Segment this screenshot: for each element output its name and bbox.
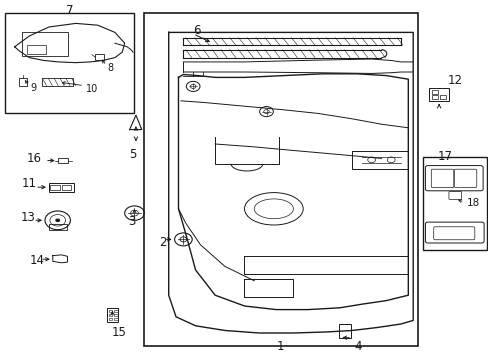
Text: 15: 15 <box>111 327 126 339</box>
Text: 10: 10 <box>85 84 98 94</box>
Bar <box>339 324 350 338</box>
Bar <box>114 318 118 320</box>
Bar <box>58 158 68 163</box>
Bar <box>431 90 437 94</box>
Bar <box>49 224 66 230</box>
Bar <box>114 310 118 312</box>
Bar <box>50 185 60 190</box>
Bar <box>5 13 134 113</box>
Text: 13: 13 <box>20 211 35 224</box>
Text: 14: 14 <box>29 255 44 267</box>
Text: 12: 12 <box>447 75 462 87</box>
Text: 17: 17 <box>437 150 452 163</box>
Bar <box>49 183 74 192</box>
Text: 1: 1 <box>276 340 283 353</box>
Text: 18: 18 <box>466 198 479 208</box>
Circle shape <box>55 219 60 222</box>
Bar <box>422 157 486 250</box>
Bar <box>108 314 112 316</box>
Bar <box>41 78 73 86</box>
Bar <box>428 88 448 101</box>
Text: 2: 2 <box>159 237 166 249</box>
Bar <box>431 95 437 99</box>
Text: 16: 16 <box>27 152 42 165</box>
Bar <box>106 308 118 322</box>
Text: 6: 6 <box>193 24 200 37</box>
Text: 4: 4 <box>354 340 361 353</box>
Bar <box>114 314 118 316</box>
Bar <box>95 54 104 60</box>
Bar <box>61 185 71 190</box>
Bar <box>108 310 112 312</box>
Text: 8: 8 <box>107 63 114 73</box>
Text: 7: 7 <box>66 4 73 17</box>
Text: 5: 5 <box>129 148 137 161</box>
Text: 11: 11 <box>22 177 37 190</box>
Bar <box>144 13 417 346</box>
Text: 9: 9 <box>30 83 37 93</box>
Text: 3: 3 <box>128 215 136 228</box>
Bar <box>439 95 445 99</box>
Bar <box>108 318 112 320</box>
Bar <box>22 32 68 56</box>
Bar <box>27 45 46 54</box>
Bar <box>19 78 27 86</box>
